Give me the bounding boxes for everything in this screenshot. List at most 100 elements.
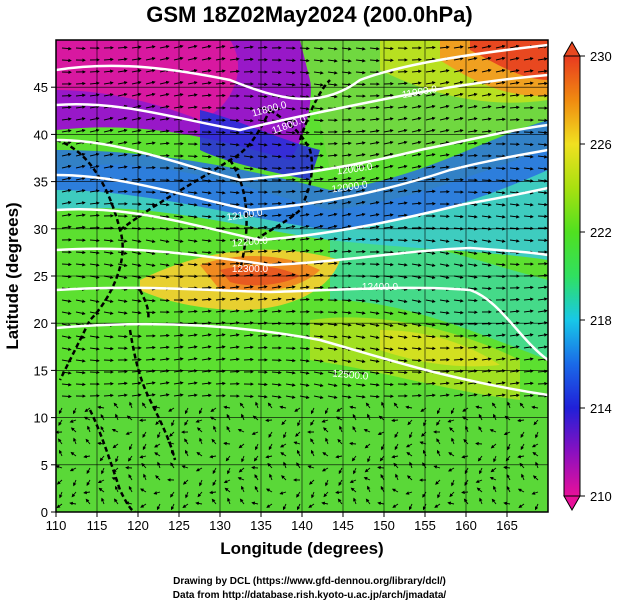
wind-arrow: [59, 491, 63, 499]
wind-arrow: [313, 395, 324, 400]
wind-arrow: [142, 431, 147, 438]
wind-arrow: [265, 418, 273, 423]
wind-arrow: [173, 129, 184, 134]
wind-arrow: [285, 225, 296, 229]
wind-arrow: [131, 381, 142, 386]
wind-arrow: [397, 275, 408, 279]
wind-arrow: [285, 58, 296, 63]
wind-arrow: [397, 164, 408, 169]
wind-arrow: [85, 438, 91, 445]
wind-arrow: [187, 321, 198, 326]
wind-arrow: [89, 81, 100, 86]
wind-arrow: [75, 117, 86, 121]
wind-arrow: [327, 261, 338, 266]
wind-arrow: [201, 238, 212, 243]
wind-arrow: [117, 81, 128, 85]
wind-arrow: [86, 467, 91, 475]
wind-arrow: [419, 441, 427, 445]
wind-arrow: [243, 45, 254, 49]
wind-arrow: [453, 263, 464, 267]
x-tick-label: 165: [496, 518, 518, 533]
wind-arrow: [285, 249, 296, 253]
wind-arrow: [145, 129, 156, 133]
wind-arrow: [201, 250, 212, 255]
wind-arrow: [535, 461, 539, 469]
wind-arrow: [391, 418, 399, 423]
wind-arrow: [383, 152, 394, 157]
wind-arrow: [397, 323, 408, 327]
wind-arrow: [462, 407, 469, 412]
wind-arrow: [141, 462, 147, 469]
wind-arrow: [159, 80, 170, 85]
wind-arrow: [495, 274, 506, 279]
wind-arrow: [181, 465, 189, 469]
wind-arrow: [61, 213, 72, 217]
wind-arrow: [507, 443, 511, 451]
wind-arrow: [411, 164, 422, 169]
wind-arrow: [187, 203, 198, 207]
wind-arrow: [117, 393, 128, 398]
wind-arrow: [341, 153, 352, 157]
wind-arrow: [369, 105, 380, 110]
wind-arrow: [117, 381, 128, 386]
wind-arrow: [117, 334, 128, 339]
wind-arrow: [467, 345, 478, 350]
wind-arrow: [313, 118, 324, 123]
wind-arrow: [271, 273, 282, 277]
wind-arrow: [173, 274, 184, 279]
wind-arrow: [439, 263, 450, 268]
wind-arrow: [367, 413, 371, 421]
wind-arrow: [493, 455, 497, 463]
wind-arrow: [453, 226, 464, 231]
wind-arrow: [285, 95, 296, 99]
wind-arrow: [532, 451, 539, 457]
wind-arrow: [61, 323, 72, 328]
x-tick-label: 140: [291, 518, 313, 533]
wind-arrow: [215, 44, 226, 49]
wind-arrow: [75, 250, 86, 255]
wind-arrow: [159, 333, 170, 338]
wind-arrow: [341, 224, 352, 229]
wind-arrow: [271, 142, 282, 147]
wind-arrow: [395, 473, 399, 481]
wind-arrow: [341, 176, 352, 181]
wind-arrow: [467, 263, 478, 267]
wind-arrow: [61, 46, 72, 51]
wind-arrow: [355, 70, 366, 75]
wind-arrow: [475, 441, 483, 446]
wind-arrow: [271, 297, 282, 301]
wind-arrow: [145, 357, 156, 362]
wind-arrow: [187, 215, 198, 219]
colorbar-label: 218: [590, 313, 612, 328]
wind-arrow: [355, 311, 366, 315]
wind-arrow: [299, 237, 310, 241]
wind-arrow: [425, 393, 436, 398]
wind-arrow: [338, 467, 343, 475]
wind-arrow: [397, 176, 408, 181]
wind-arrow: [159, 345, 170, 350]
y-tick-label: 25: [34, 269, 48, 284]
wind-arrow: [363, 477, 371, 481]
wind-arrow: [369, 152, 380, 157]
wind-arrow: [383, 117, 394, 121]
wind-arrow: [509, 81, 520, 85]
wind-arrow: [537, 285, 548, 290]
wind-arrow: [509, 262, 520, 267]
wind-arrow: [227, 467, 231, 475]
wind-arrow: [313, 347, 324, 351]
wind-arrow: [411, 128, 422, 133]
wind-arrow: [461, 490, 469, 495]
wind-arrow: [271, 370, 282, 375]
x-axis-ticks: 110 115 120 125 130 135 140 145 150 155 160 165: [46, 512, 518, 533]
wind-arrow: [423, 419, 427, 427]
wind-arrow: [103, 346, 114, 351]
wind-arrow: [341, 298, 352, 303]
wind-arrow: [159, 393, 170, 397]
wind-arrow: [187, 381, 198, 385]
wind-arrow: [523, 381, 534, 386]
wind-arrow: [237, 428, 245, 433]
wind-arrow: [196, 451, 203, 457]
wind-arrow: [439, 69, 450, 73]
wind-arrow: [254, 474, 259, 481]
wind-arrow: [173, 357, 184, 361]
